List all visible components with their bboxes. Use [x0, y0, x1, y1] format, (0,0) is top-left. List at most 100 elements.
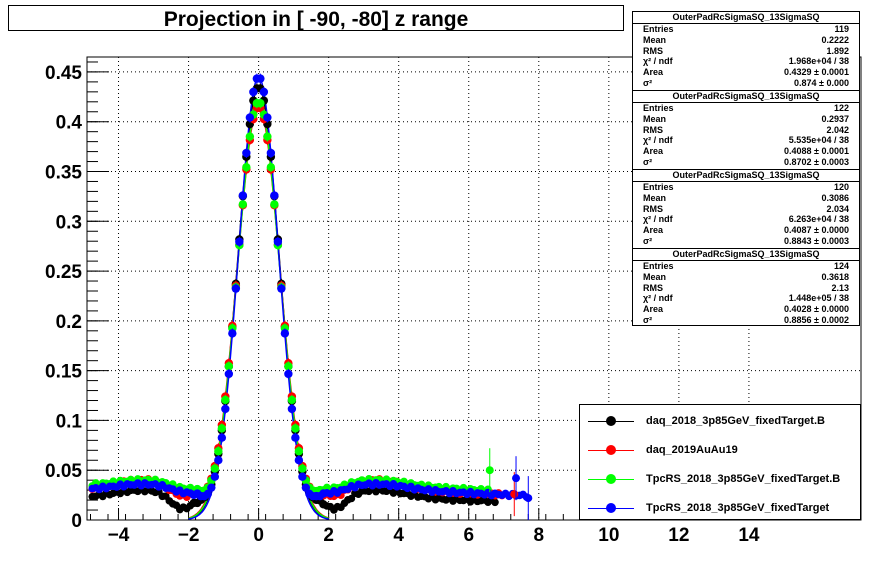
stats-label: Mean: [643, 34, 667, 45]
data-point: [210, 472, 220, 481]
fit-curve: [188, 106, 329, 519]
data-point: [231, 284, 241, 293]
data-point: [214, 447, 223, 456]
stats-row-mean: Mean 0.2937: [633, 114, 859, 125]
data-point: [287, 395, 297, 405]
stats-value: 6.263e+04 / 38: [788, 214, 849, 225]
x-tick-label: 12: [668, 525, 689, 546]
data-point: [256, 74, 265, 83]
stats-value: 2.042: [826, 124, 849, 135]
x-tick-label: −2: [178, 525, 200, 546]
stats-row-sigma2: σ² 0.8856 ± 0.0002: [633, 315, 859, 326]
stats-label: Mean: [643, 192, 667, 203]
x-tick-label: −4: [108, 525, 130, 546]
x-tick-label: 10: [598, 525, 619, 546]
stats-value: 122: [833, 103, 849, 113]
stats-label: σ²: [643, 77, 653, 88]
stats-row-entries: Entries 124: [633, 261, 859, 272]
stats-label: Entries: [643, 103, 674, 113]
x-tick-label: 2: [323, 525, 334, 546]
stats-box: OuterPadRcSigmaSQ_13SigmaSQ Entries 120 Mea…: [632, 169, 860, 249]
y-tick-label: 0.15: [45, 362, 82, 383]
legend-label: TpcRS_2018_3p85GeV_fixedTarget.B: [646, 473, 841, 485]
stats-value: 5.535e+04 / 38: [788, 135, 849, 146]
legend-item: TpcRS_2018_3p85GeV_fixedTarget: [580, 494, 829, 522]
stats-label: σ²: [643, 235, 653, 246]
stats-row-rms: RMS 2.13: [633, 283, 859, 294]
data-point: [301, 483, 311, 492]
y-axis-ticks: 0 0.05 0.1 0.15 0.2 0.25 0.3 0.35 0.4 0.45: [45, 61, 109, 532]
stats-row-chi2: χ² / ndf 1.968e+04 / 38: [633, 56, 859, 67]
x-tick-label: 8: [534, 525, 545, 546]
legend-item: TpcRS_2018_3p85GeV_fixedTarget.B: [580, 465, 840, 493]
stats-label: Mean: [643, 113, 667, 124]
data-point: [217, 433, 227, 442]
y-tick-label: 0.1: [56, 411, 83, 432]
x-tick-label: 14: [738, 525, 760, 546]
stats-row-entries: Entries 120: [633, 182, 859, 193]
stats-row-mean: Mean 0.3086: [633, 193, 859, 204]
plot-frame: [86, 56, 862, 521]
data-point: [298, 464, 307, 473]
stats-label: χ² / ndf: [643, 293, 673, 304]
legend-marker-icon: [584, 415, 638, 427]
stats-value: 0.2222: [821, 34, 849, 45]
data-point: [245, 113, 255, 122]
data-point: [214, 456, 223, 465]
stats-box-title: OuterPadRcSigmaSQ_13SigmaSQ: [633, 12, 859, 24]
stats-label: RMS: [643, 282, 663, 293]
data-point: [238, 200, 248, 209]
x-tick-label: 4: [393, 525, 404, 546]
stats-value: 0.2937: [821, 113, 849, 124]
data-point: [291, 433, 300, 442]
stats-label: Mean: [643, 271, 667, 282]
y-tick-label: 0.45: [45, 63, 82, 84]
stats-value: 0.4329 ± 0.0001: [784, 67, 849, 78]
stats-value: 0.3086: [821, 192, 849, 203]
data-point: [245, 132, 255, 141]
data-point: [277, 284, 286, 293]
y-tick-label: 0: [71, 511, 82, 532]
data-point: [224, 369, 234, 379]
legend-label: daq_2019AuAu19: [646, 444, 738, 456]
legend-item: daq_2019AuAu19: [580, 436, 738, 464]
stats-box-title: OuterPadRcSigmaSQ_13SigmaSQ: [633, 249, 859, 261]
data-point: [270, 191, 279, 200]
stats-value: 0.4028 ± 0.0000: [784, 304, 849, 315]
legend-item: daq_2018_3p85GeV_fixedTarget.B: [580, 407, 825, 435]
stats-row-mean: Mean 0.2222: [633, 35, 859, 46]
stats-row-mean: Mean 0.3618: [633, 272, 859, 283]
data-point: [284, 369, 293, 379]
stats-label: Area: [643, 146, 664, 157]
stats-box-title: OuterPadRcSigmaSQ_13SigmaSQ: [633, 91, 859, 103]
data-point: [203, 489, 213, 499]
data-point: [217, 424, 227, 433]
data-point: [210, 464, 220, 473]
data-point: [266, 163, 276, 172]
stats-value: 0.8702 ± 0.0003: [784, 156, 849, 167]
legend-marker-icon: [584, 444, 638, 456]
stats-label: χ² / ndf: [643, 56, 673, 67]
stats-row-rms: RMS 2.042: [633, 125, 859, 136]
stats-row-chi2: χ² / ndf 1.448e+05 / 38: [633, 293, 859, 304]
stats-row-area: Area 0.4329 ± 0.0001: [633, 67, 859, 78]
stats-label: Entries: [643, 182, 674, 192]
stats-value: 0.8856 ± 0.0002: [784, 314, 849, 325]
stats-label: χ² / ndf: [643, 135, 673, 146]
chart-title: Projection in [ -90, -80] z range: [8, 5, 624, 31]
legend-marker-icon: [584, 502, 638, 514]
y-tick-label: 0.2: [56, 312, 82, 333]
stats-box: OuterPadRcSigmaSQ_13SigmaSQ Entries 119 Mea…: [632, 11, 860, 91]
data-points: [88, 73, 533, 521]
x-tick-label: 6: [463, 525, 474, 546]
y-tick-label: 0.05: [45, 461, 82, 482]
stats-row-area: Area 0.4087 ± 0.0000: [633, 225, 859, 236]
stats-value: 119: [834, 24, 849, 34]
stats-row-chi2: χ² / ndf 6.263e+04 / 38: [633, 214, 859, 225]
y-tick-label: 0.3: [56, 212, 82, 233]
stats-label: Entries: [643, 24, 674, 34]
stats-row-area: Area 0.4088 ± 0.0001: [633, 146, 859, 157]
data-point: [238, 191, 248, 200]
stats-value: 1.892: [826, 45, 849, 56]
data-point: [224, 362, 234, 371]
